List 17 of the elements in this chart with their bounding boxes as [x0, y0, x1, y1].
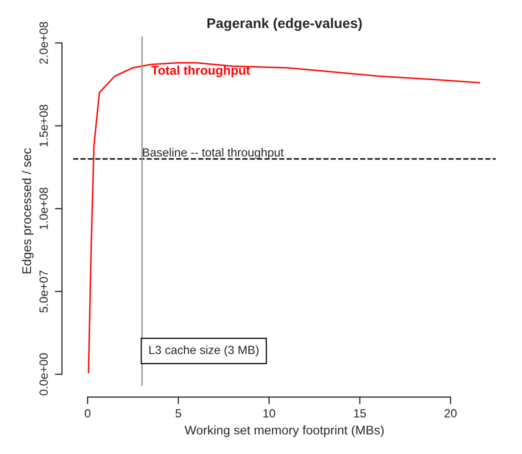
x-tick-label: 5: [176, 409, 182, 418]
chart-title: Pagerank (edge-values): [207, 18, 362, 31]
x-tick-label: 15: [354, 409, 366, 418]
x-tick-label: 0: [84, 409, 90, 418]
y-tick-label: 2.0e+08: [39, 22, 48, 64]
ref-line-label: Baseline -- total throughput: [143, 148, 284, 159]
x-axis-title: Working set memory footprint (MBs): [184, 425, 384, 438]
x-tick-label: 10: [263, 409, 276, 418]
x-tick-label: 20: [444, 409, 457, 418]
ref-line-label: L3 cache size (3 MB): [149, 345, 259, 356]
y-tick-label: 0.0e+00: [39, 353, 48, 396]
y-tick-label: 1.5e+08: [39, 104, 48, 146]
series-label: Total throughput: [151, 66, 250, 78]
y-tick-label: 1.0e+08: [39, 188, 48, 230]
line-series: [88, 62, 480, 374]
y-axis-title: Edges processed / sec: [22, 148, 34, 274]
y-tick-label: 5.0e+07: [39, 270, 48, 312]
